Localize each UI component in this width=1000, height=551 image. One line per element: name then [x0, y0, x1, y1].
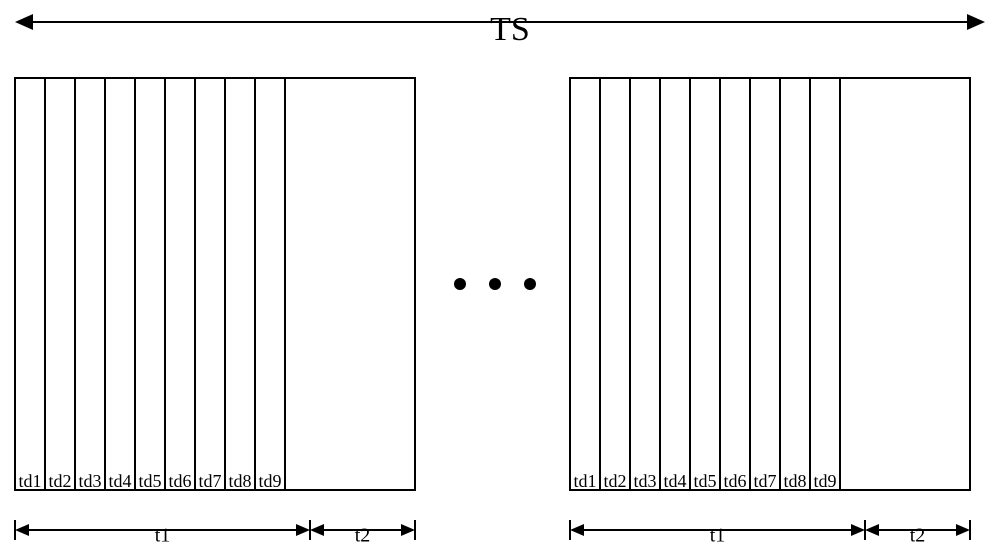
right_block-td-label-7: td7: [753, 471, 776, 491]
right_block-t2-label: t2: [910, 525, 926, 547]
left_block-t1-label: t1: [155, 525, 171, 547]
left_block-td-label-3: td3: [78, 471, 101, 491]
left_block-td-label-1: td1: [18, 471, 41, 491]
right_block-td-label-4: td4: [663, 471, 686, 491]
right_block-t1-label: t1: [710, 525, 726, 547]
right_block-td-label-5: td5: [693, 471, 716, 491]
left_block-t2-label: t2: [355, 525, 371, 547]
ts-label: TS: [490, 11, 530, 48]
left_block-td-label-7: td7: [198, 471, 221, 491]
ellipsis-dot-1: [454, 278, 466, 290]
right_block-td-label-2: td2: [603, 471, 626, 491]
left_block-td-label-5: td5: [138, 471, 161, 491]
left_block-td-label-6: td6: [168, 471, 191, 491]
left_block-td-label-4: td4: [108, 471, 131, 491]
right_block-td-label-6: td6: [723, 471, 746, 491]
right_block-td-label-8: td8: [783, 471, 806, 491]
left_block-td-label-9: td9: [258, 471, 281, 491]
ellipsis-dot-2: [489, 278, 501, 290]
right_block-td-label-9: td9: [813, 471, 836, 491]
ellipsis-dot-3: [524, 278, 536, 290]
left_block-td-label-2: td2: [48, 471, 71, 491]
left_block-td-label-8: td8: [228, 471, 251, 491]
right_block-td-label-3: td3: [633, 471, 656, 491]
right_block-td-label-1: td1: [573, 471, 596, 491]
